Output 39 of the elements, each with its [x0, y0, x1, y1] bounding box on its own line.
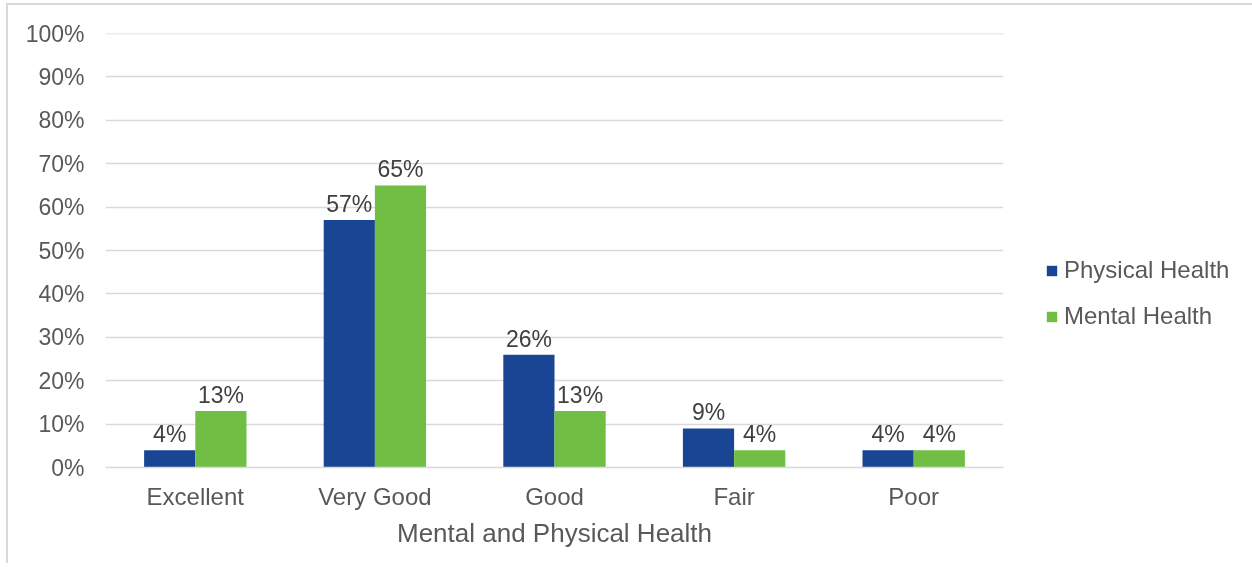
- bar: [734, 450, 786, 468]
- bar: [554, 411, 606, 468]
- data-label: 26%: [505, 325, 552, 352]
- data-label: 65%: [377, 156, 424, 183]
- y-tick-label: 0%: [51, 454, 85, 481]
- y-tick-label: 20%: [38, 367, 85, 394]
- legend-label: Mental Health: [1064, 302, 1213, 330]
- bar: [374, 185, 427, 468]
- x-axis-title: Mental and Physical Health: [396, 517, 713, 548]
- data-label: 4%: [922, 421, 956, 448]
- y-tick-label: 80%: [38, 107, 85, 134]
- y-tick-label: 30%: [38, 324, 85, 351]
- bar: [862, 450, 914, 468]
- y-tick-label: 10%: [38, 411, 85, 438]
- x-tick-label: Fair: [713, 482, 755, 510]
- data-label: 4%: [743, 421, 777, 448]
- data-label: 9%: [691, 399, 726, 426]
- bar: [682, 428, 735, 468]
- x-tick-label: Poor: [888, 482, 940, 510]
- y-tick-label: 40%: [38, 280, 85, 307]
- bar: [913, 450, 965, 468]
- data-label: 13%: [557, 382, 604, 409]
- y-tick-label: 90%: [38, 63, 85, 90]
- y-tick-label: 100%: [25, 20, 85, 47]
- bar: [323, 220, 375, 468]
- bar: [144, 450, 196, 468]
- data-label: 4%: [153, 421, 187, 448]
- y-tick-label: 60%: [38, 194, 85, 221]
- x-tick-label: Good: [525, 482, 584, 510]
- data-label: 4%: [871, 421, 905, 448]
- x-tick-label: Very Good: [318, 482, 432, 510]
- bar: [195, 411, 247, 468]
- y-tick-label: 70%: [38, 150, 85, 177]
- x-tick-label: Excellent: [146, 482, 245, 510]
- data-label: 13%: [197, 382, 244, 409]
- data-label: 57%: [326, 191, 373, 218]
- y-tick-label: 50%: [38, 237, 85, 264]
- legend-label: Physical Health: [1064, 256, 1230, 284]
- bar: [503, 354, 555, 468]
